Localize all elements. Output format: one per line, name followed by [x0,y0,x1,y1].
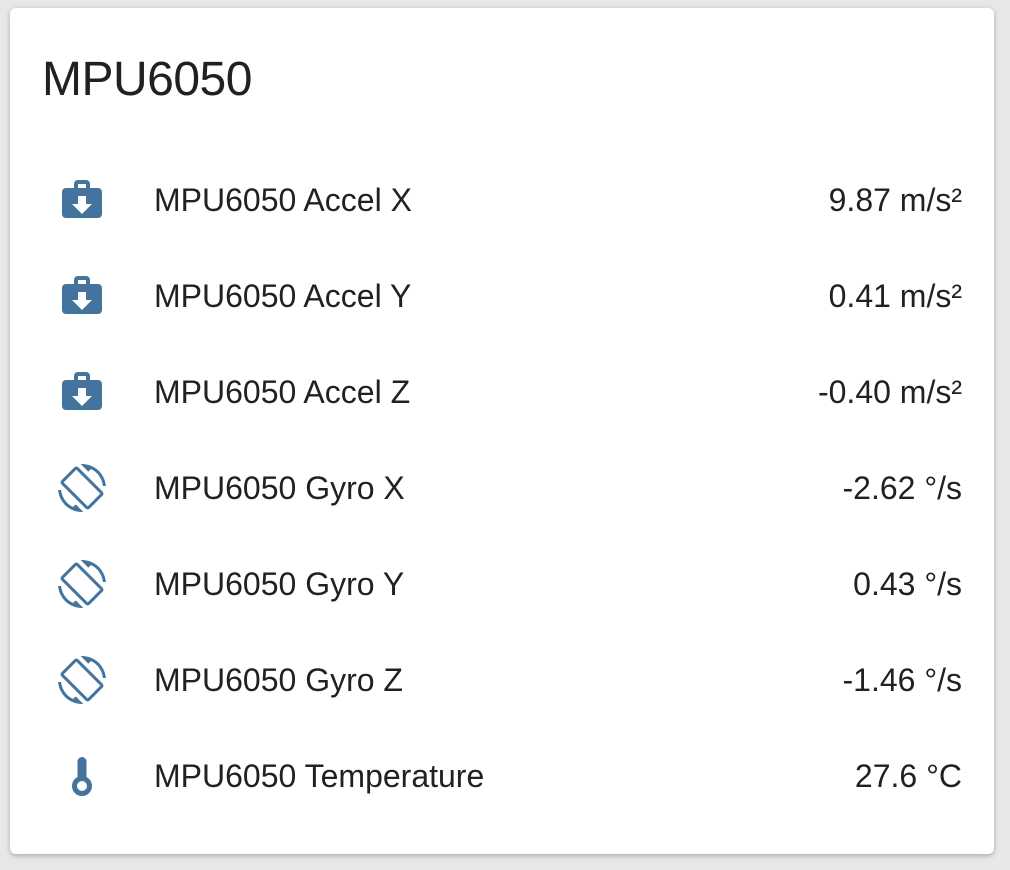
entity-value: 0.43 °/s [853,565,962,602]
entity-name: MPU6050 Gyro Y [154,565,405,602]
entity-name: MPU6050 Gyro X [154,469,405,506]
entity-row-accel-z[interactable]: MPU6050 Accel Z -0.40 m/s² [42,344,962,440]
entity-row-accel-x[interactable]: MPU6050 Accel X 9.87 m/s² [42,152,962,248]
entity-name: MPU6050 Accel X [154,181,412,218]
entities-card: MPU6050 MPU6050 Accel X 9.87 m/s² MPU605… [10,8,994,854]
thermometer-icon [42,752,122,800]
entity-row-accel-y[interactable]: MPU6050 Accel Y 0.41 m/s² [42,248,962,344]
entity-row-gyro-z[interactable]: MPU6050 Gyro Z -1.46 °/s [42,632,962,728]
briefcase-download-icon [42,368,122,416]
screen-rotation-icon [42,560,122,608]
entity-row-gyro-y[interactable]: MPU6050 Gyro Y 0.43 °/s [42,536,962,632]
entity-value: -0.40 m/s² [817,373,962,410]
entity-row-gyro-x[interactable]: MPU6050 Gyro X -2.62 °/s [42,440,962,536]
briefcase-download-icon [42,176,122,224]
entity-value: 9.87 m/s² [828,181,962,218]
entity-value: -1.46 °/s [842,661,962,698]
entity-name: MPU6050 Accel Y [154,277,412,314]
briefcase-download-icon [42,272,122,320]
entity-name: MPU6050 Gyro Z [154,661,403,698]
entity-value: 27.6 °C [854,757,962,794]
entity-name: MPU6050 Accel Z [154,373,411,410]
entity-value: 0.41 m/s² [828,277,962,314]
screen-rotation-icon [42,656,122,704]
screen-rotation-icon [42,464,122,512]
card-title: MPU6050 [42,53,252,106]
entity-row-temperature[interactable]: MPU6050 Temperature 27.6 °C [42,728,962,824]
entity-name: MPU6050 Temperature [154,757,485,794]
entity-value: -2.62 °/s [842,469,962,506]
